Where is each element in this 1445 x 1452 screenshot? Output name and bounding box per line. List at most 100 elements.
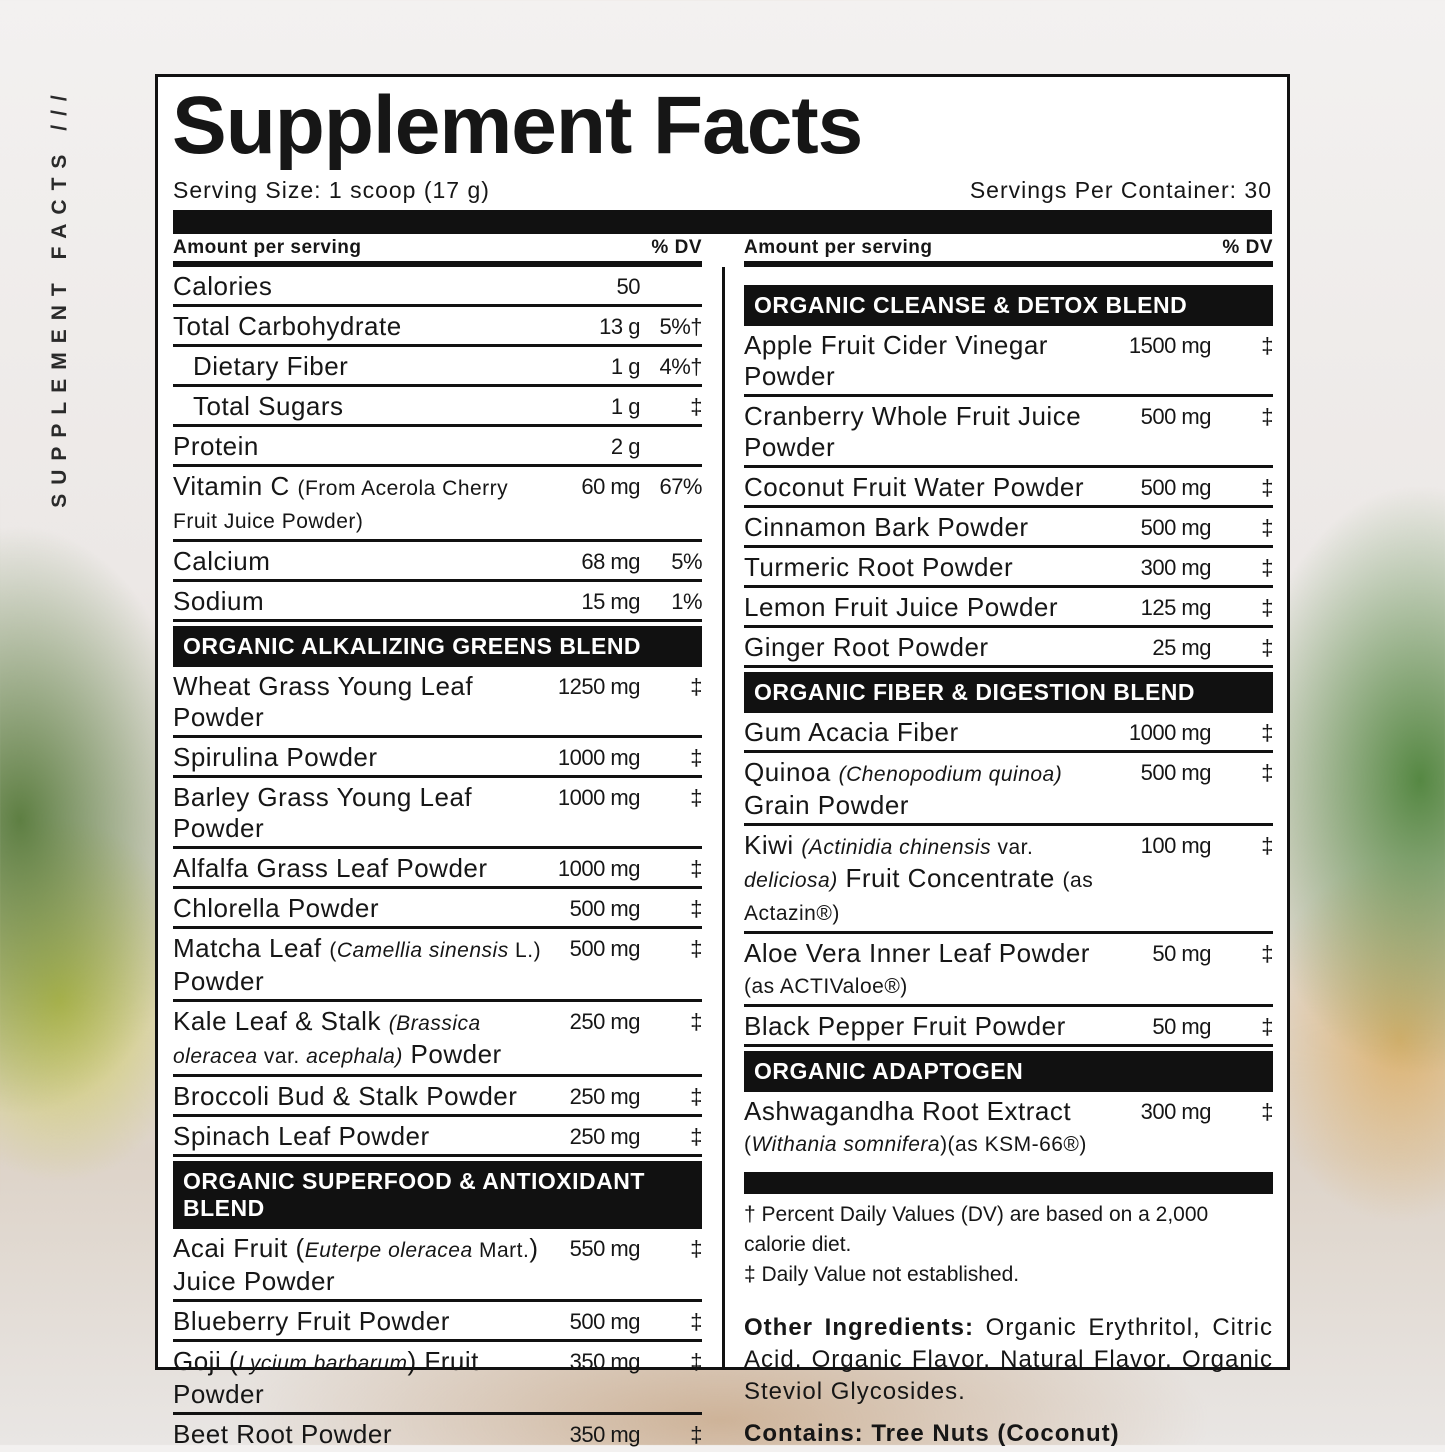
ingredient-name: Beet Root Powder: [173, 1419, 556, 1450]
name-part: Ashwagandha Root Extract: [744, 1096, 1072, 1126]
amount: 1500 mg: [1128, 333, 1212, 358]
name-part: Black Pepper Fruit Powder: [744, 1011, 1066, 1041]
right-items: ORGANIC CLEANSE & DETOX BLEND Apple Fruit…: [744, 285, 1274, 1162]
name-part: Matcha Leaf: [173, 933, 330, 963]
name-part: Coconut Fruit Water Powder: [744, 472, 1085, 502]
name-part: ) Fruit Powder: [173, 1346, 479, 1409]
amount: 500 mg: [569, 896, 641, 921]
daily-value: ‡: [690, 1422, 702, 1447]
ingredient-name: Spinach Leaf Powder: [173, 1121, 556, 1152]
name-part: var.: [991, 836, 1034, 859]
name-part: Total Sugars: [193, 391, 344, 421]
ingredient-row: Cranberry Whole Fruit Juice Powder 500 mg…: [744, 397, 1274, 468]
ingredient-row: Cinnamon Bark Powder 500 mg ‡: [744, 508, 1274, 548]
right-column: Amount per serving % DV ORGANIC CLEANSE …: [744, 235, 1274, 1448]
ingredient-name: Gum Acacia Fiber: [744, 717, 1127, 748]
daily-value: 67%: [659, 474, 702, 499]
daily-value: ‡: [690, 936, 702, 961]
ingredient-name: Kale Leaf & Stalk (Brassica oleracea var…: [173, 1006, 556, 1072]
amount: 50 mg: [1152, 941, 1211, 966]
ingredient-row: Quinoa (Chenopodium quinoa) Grain Powder…: [744, 753, 1274, 826]
daily-value: ‡: [1261, 404, 1273, 429]
ingredient-name: Black Pepper Fruit Powder: [744, 1011, 1127, 1042]
amount: 1000 mg: [557, 785, 641, 810]
amount: 2 g: [610, 434, 641, 459]
daily-value: ‡: [690, 674, 702, 699]
left-column: Amount per serving % DV Calories 50 Total …: [173, 235, 703, 1452]
ingredient-name: Blueberry Fruit Powder: [173, 1306, 556, 1337]
serving-info: Serving Size: 1 scoop (17 g) Servings Pe…: [173, 177, 1272, 204]
amount: 500 mg: [1140, 515, 1212, 540]
servings-per-container: Servings Per Container: 30: [969, 177, 1272, 203]
daily-value: [640, 431, 702, 462]
ingredient-row: Matcha Leaf (Camellia sinensis L.) Powde…: [173, 929, 703, 1002]
name-part: Grain Powder: [744, 790, 909, 820]
daily-value: ‡: [690, 1124, 702, 1149]
daily-value: 5%†: [659, 314, 702, 339]
name-part: var.: [257, 1045, 307, 1068]
name-part: (: [329, 939, 337, 962]
name-part: Cinnamon Bark Powder: [744, 512, 1029, 542]
ingredient-name: Lemon Fruit Juice Powder: [744, 592, 1127, 623]
name-part: Blueberry Fruit Powder: [173, 1306, 450, 1336]
ingredient-name: Ashwagandha Root Extract (Withania somnif…: [744, 1096, 1127, 1160]
name-part: Spinach Leaf Powder: [173, 1121, 430, 1151]
dv-header: % DV: [1222, 237, 1273, 258]
ingredient-name: Cranberry Whole Fruit Juice Powder: [744, 401, 1127, 463]
amount: 350 mg: [569, 1422, 641, 1447]
amount: 250 mg: [569, 1124, 641, 1149]
daily-value: ‡: [1261, 941, 1273, 966]
ingredient-name: Matcha Leaf (Camellia sinensis L.) Powde…: [173, 933, 556, 997]
daily-value: ‡: [690, 745, 702, 770]
ingredient-row: Total Sugars 1 g ‡: [173, 387, 703, 427]
side-label: SUPPLEMENT FACTS ///: [48, 86, 71, 508]
name-part: Powder: [173, 966, 265, 996]
daily-value: ‡: [1261, 1099, 1273, 1124]
other-ingredients-text: Organic Erythritol, Citric Acid, Organic…: [744, 1314, 1273, 1405]
ingredient-row: Beet Root Powder 350 mg ‡: [173, 1415, 703, 1452]
name-part: Lycium barbarum: [238, 1352, 408, 1375]
amount: 250 mg: [569, 1009, 641, 1034]
amount: 500 mg: [569, 936, 641, 961]
serving-size: Serving Size: 1 scoop (17 g): [173, 177, 490, 203]
amount: 60 mg: [581, 474, 640, 499]
daily-value: ‡: [1261, 515, 1273, 540]
name-part: Turmeric Root Powder: [744, 552, 1014, 582]
ingredient-row: Ginger Root Powder 25 mg ‡: [744, 628, 1274, 668]
daily-value: 4%†: [659, 354, 702, 379]
amount: 550 mg: [569, 1236, 641, 1261]
daily-value: [640, 271, 702, 302]
name-part: Quinoa: [744, 757, 839, 787]
ingredient-row: Blueberry Fruit Powder 500 mg ‡: [173, 1302, 703, 1342]
ingredient-name: Wheat Grass Young Leaf Powder: [173, 671, 556, 733]
name-part: )(as KSM-66®): [940, 1133, 1087, 1156]
ingredient-name: Chlorella Powder: [173, 893, 556, 924]
dv-header: % DV: [651, 237, 702, 258]
name-part: Aloe Vera Inner Leaf Powder: [744, 938, 1090, 968]
ingredient-row: Coconut Fruit Water Powder 500 mg ‡: [744, 468, 1274, 508]
amount: 500 mg: [569, 1309, 641, 1334]
other-ingredients: Other Ingredients: Organic Erythritol, C…: [744, 1312, 1273, 1408]
name-part: Total Carbohydrate: [173, 311, 402, 341]
name-part: (as ACTIValoe®): [744, 975, 908, 998]
ingredient-row: Goji (Lycium barbarum) Fruit Powder 350 m…: [173, 1342, 703, 1415]
ingredient-name: Aloe Vera Inner Leaf Powder (as ACTIValoe…: [744, 938, 1127, 1002]
blend-heading: ORGANIC SUPERFOOD & ANTIOXIDANT BLEND: [173, 1161, 702, 1229]
daily-value: 5%: [671, 549, 702, 574]
ingredient-row: Calcium 68 mg 5%: [173, 542, 703, 582]
ingredient-name: Calcium: [173, 546, 556, 577]
name-part: Withania somnifera: [751, 1133, 941, 1156]
amount: 500 mg: [1140, 475, 1212, 500]
amount-header: Amount per serving: [173, 237, 362, 258]
name-part: Kale Leaf & Stalk: [173, 1006, 389, 1036]
thick-rule: [173, 210, 1272, 234]
amount: 125 mg: [1140, 595, 1212, 620]
ingredient-name: Spirulina Powder: [173, 742, 556, 773]
amount: 1000 mg: [557, 745, 641, 770]
daily-value: ‡: [1261, 720, 1273, 745]
amount-header: Amount per serving: [744, 237, 933, 258]
name-part: (Actinidia chinensis: [801, 836, 992, 859]
name-part: Alfalfa Grass Leaf Powder: [173, 853, 488, 883]
name-part: L.): [508, 939, 542, 962]
daily-value: ‡: [690, 1349, 702, 1374]
